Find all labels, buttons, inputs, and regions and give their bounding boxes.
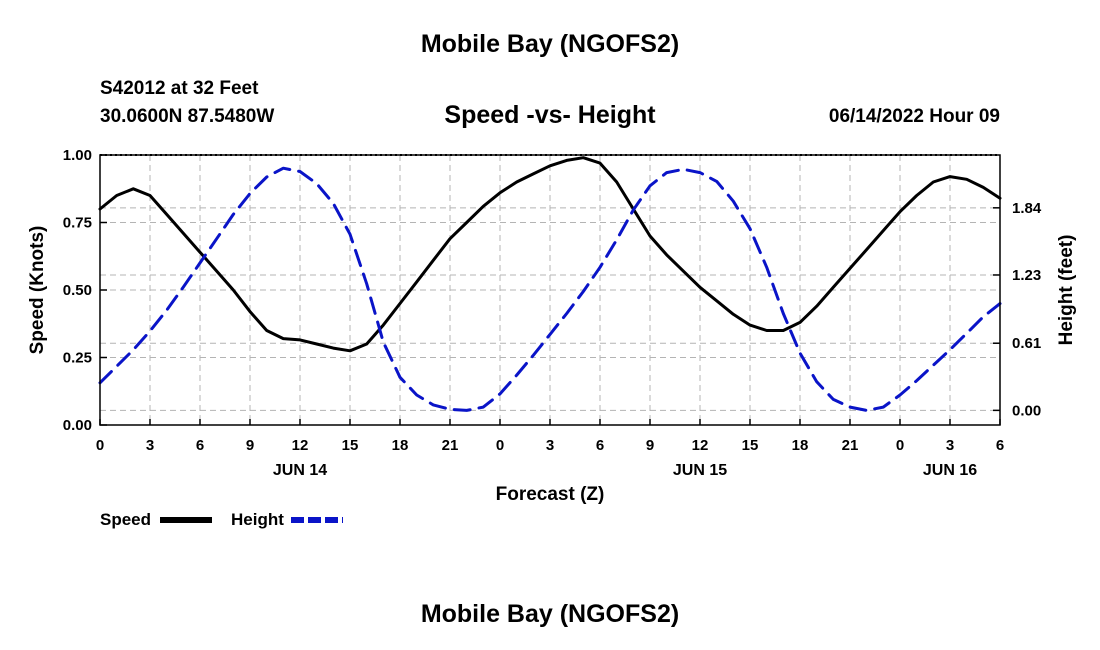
x-tick-label: 18: [792, 437, 809, 454]
speed-series-line: [98, 156, 1002, 353]
y-axis-left-label: Speed (Knots): [27, 226, 48, 355]
x-tick-label: 3: [546, 437, 554, 454]
x-tick-label: 15: [742, 437, 759, 454]
x-tick-label: 9: [246, 437, 254, 454]
x-tick-label: 9: [646, 437, 654, 454]
x-tick-label: 3: [946, 437, 954, 454]
y-axis-right-label: Height (feet): [1056, 235, 1077, 346]
x-tick-label: 6: [196, 437, 204, 454]
forecast-datetime: 06/14/2022 Hour 09: [828, 106, 1000, 127]
legend-height-label: Height: [231, 510, 284, 529]
x-tick-label: 0: [96, 437, 104, 454]
date-label: JUN 15: [673, 462, 727, 479]
station-label: S42012 at 32 Feet: [100, 78, 259, 99]
date-label: JUN 16: [923, 462, 977, 479]
legend-speed-label: Speed: [100, 510, 151, 529]
x-tick-label: 12: [692, 437, 709, 454]
chart-subtitle: Speed -vs- Height: [444, 101, 656, 129]
x-tick-label: 15: [342, 437, 359, 454]
x-axis-label: Forecast (Z): [496, 484, 605, 505]
footer-title: Mobile Bay (NGOFS2): [420, 600, 680, 628]
coordinates-label: 30.0600N 87.5480W: [100, 106, 275, 127]
x-tick-label: 0: [896, 437, 904, 454]
y-right-tick-label: 0.61: [1012, 335, 1041, 352]
y-right-tick-label: 0.00: [1012, 402, 1041, 419]
height-series-line: [98, 166, 1002, 412]
x-tick-label: 3: [146, 437, 154, 454]
series-layer: [98, 156, 1002, 412]
y-right-tick-label: 1.84: [1012, 200, 1042, 217]
y-left-tick-label: 0.00: [63, 417, 92, 434]
axes: 0 3 6 9 12 15 18 21 0 3 6 9 12 15 18 21 0 3 6 JUN 14 JUN 15 J…: [63, 147, 1042, 479]
x-tick-label: 21: [442, 437, 459, 454]
y-left-tick-label: 0.75: [63, 215, 92, 232]
y-right-tick-label: 1.23: [1012, 267, 1041, 284]
x-tick-label: 12: [292, 437, 309, 454]
y-left-tick-label: 0.50: [63, 282, 92, 299]
x-tick-label: 0: [496, 437, 504, 454]
y-left-tick-label: 1.00: [63, 147, 92, 164]
chart-title: Mobile Bay (NGOFS2): [420, 30, 680, 58]
grid: [100, 155, 1000, 425]
x-tick-label: 21: [842, 437, 859, 454]
y-left-tick-label: 0.25: [63, 350, 92, 367]
x-tick-label: 6: [996, 437, 1004, 454]
x-tick-label: 18: [392, 437, 409, 454]
legend: Speed Height: [100, 510, 343, 529]
date-label: JUN 14: [273, 462, 327, 479]
x-tick-label: 6: [596, 437, 604, 454]
